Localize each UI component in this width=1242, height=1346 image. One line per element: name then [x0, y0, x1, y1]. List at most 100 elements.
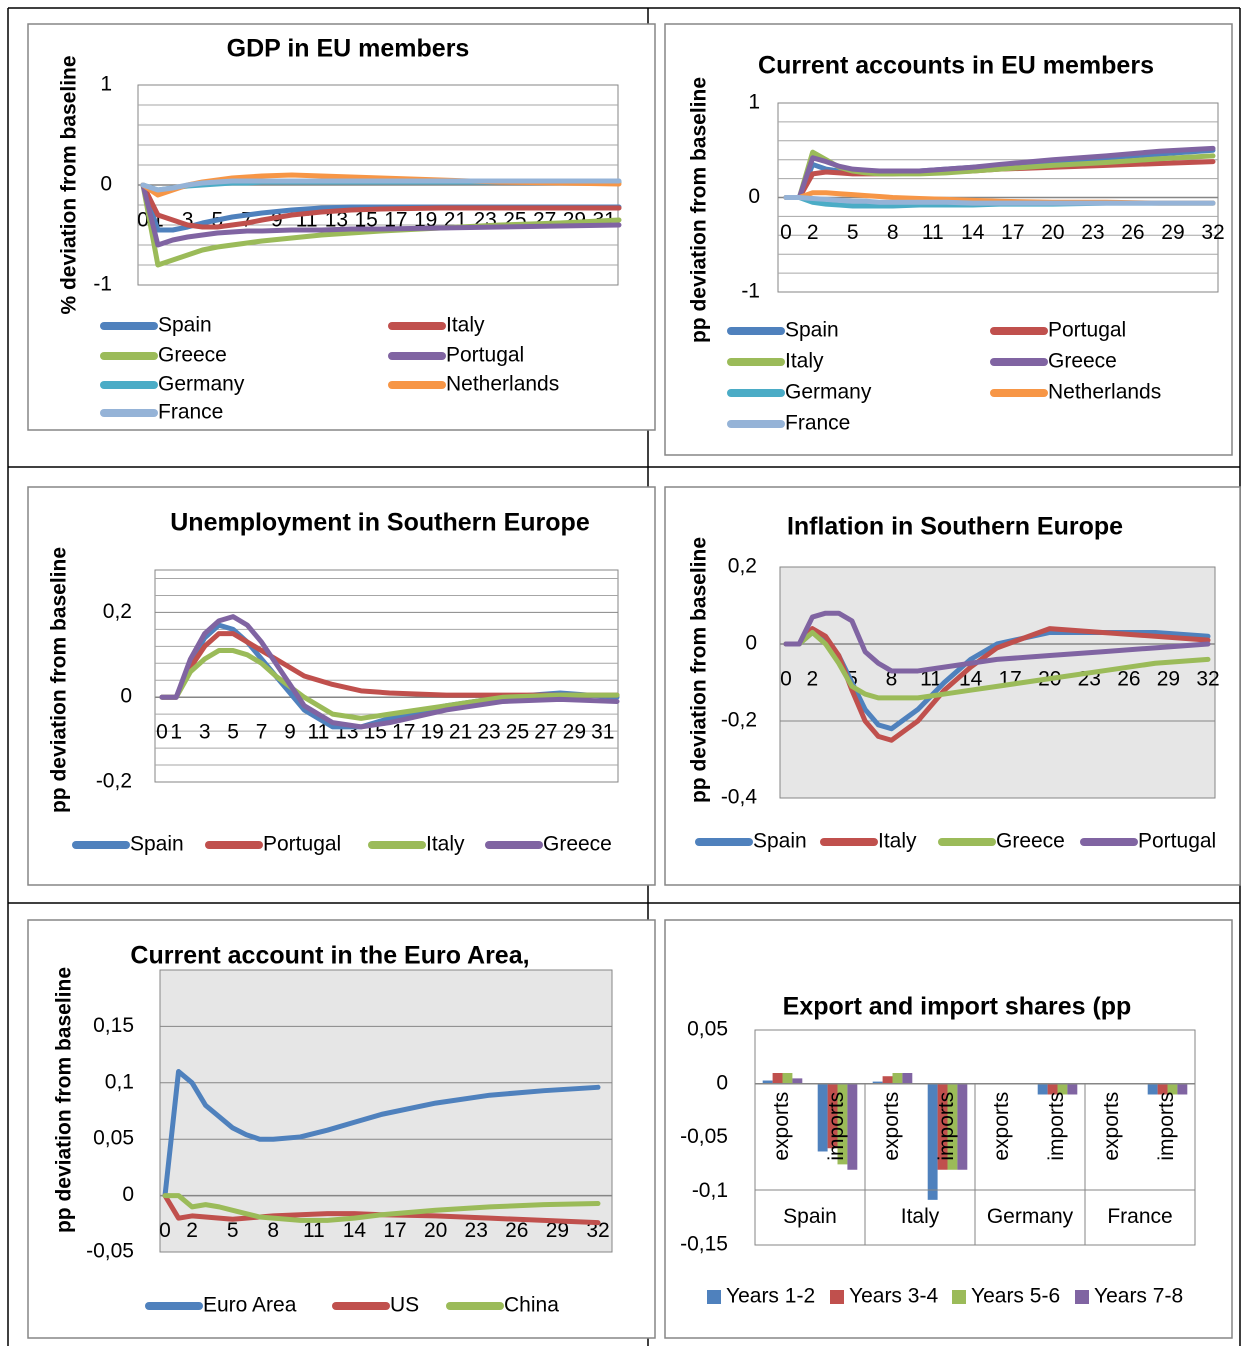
y-tick-label: -0,05: [86, 1240, 134, 1263]
chart-title: Export and import shares (pp: [783, 993, 1132, 1021]
bar: [782, 1073, 793, 1084]
bar: [847, 1083, 858, 1170]
bar: [902, 1073, 913, 1084]
series-line: [159, 648, 620, 721]
bar: [882, 1076, 893, 1084]
x-tick-label: exports: [880, 1092, 903, 1161]
y-tick-label: 0: [100, 173, 112, 196]
legend-label: Greece: [543, 833, 612, 856]
bar: [872, 1081, 883, 1084]
y-tick-label: -0,4: [721, 786, 758, 809]
y-tick-label: -0,15: [680, 1233, 728, 1256]
y-tick-label: 0,2: [103, 600, 132, 623]
legend-label: Euro Area: [203, 1294, 297, 1317]
legend-label: France: [785, 412, 850, 435]
x-tick-label: exports: [990, 1092, 1013, 1161]
x-tick-label: 21: [449, 721, 472, 744]
x-tick-label: 11: [303, 1219, 325, 1242]
bar: [957, 1083, 968, 1170]
y-tick-label: 0: [122, 1183, 134, 1206]
x-tick-label: 0: [780, 668, 792, 691]
series-line: [159, 614, 620, 730]
x-tick-label: imports: [1155, 1092, 1178, 1161]
x-tick-label: imports: [825, 1092, 848, 1161]
x-tick-label: 32: [1201, 221, 1224, 244]
x-tick-label: 17: [383, 1219, 406, 1242]
y-axis-label: pp deviation from baseline: [48, 547, 71, 813]
x-tick-label: 29: [1161, 221, 1184, 244]
legend-label: Germany: [785, 381, 872, 404]
legend-label: Netherlands: [1048, 381, 1161, 404]
x-tick-label: 20: [1041, 221, 1064, 244]
x-tick-label: 19: [420, 721, 443, 744]
x-tick-label: 15: [354, 209, 377, 232]
bar: [1177, 1083, 1188, 1095]
legend-label: China: [504, 1294, 559, 1317]
legend-swatch: [1075, 1290, 1089, 1304]
x-tick-label: 0: [780, 221, 792, 244]
x-tick-label: 7: [256, 721, 268, 744]
legend-label: Netherlands: [446, 373, 559, 396]
bar: [947, 1083, 958, 1170]
x-tick-label: 3: [182, 209, 194, 232]
bar: [762, 1080, 773, 1084]
series-line: [783, 195, 1216, 206]
x-tick-label: 2: [807, 221, 819, 244]
legend-label: Spain: [130, 833, 184, 856]
legend-swatch: [830, 1290, 844, 1304]
legend-label: Greece: [1048, 350, 1117, 373]
y-tick-label: -0,2: [721, 709, 757, 732]
x-tick-label: 31: [591, 721, 614, 744]
x-tick-label: 3: [199, 721, 211, 744]
chart-title: Current accounts in EU members: [758, 52, 1154, 80]
x-tick-label: 1: [170, 721, 182, 744]
legend-swatch: [707, 1290, 721, 1304]
x-tick-label: 17: [1001, 221, 1024, 244]
legend-label: Years 5-6: [971, 1285, 1060, 1308]
bar: [1067, 1083, 1078, 1095]
x-tick-label: 2: [186, 1219, 198, 1242]
legend-label: Years 3-4: [849, 1285, 938, 1308]
y-axis-label: pp deviation from baseline: [688, 77, 711, 343]
x-tick-label: 14: [961, 221, 985, 244]
x-tick-label: 9: [271, 209, 283, 232]
x-tick-label: 23: [477, 721, 500, 744]
y-tick-label: -0,05: [680, 1125, 728, 1148]
x-tick-label: 23: [1081, 221, 1104, 244]
y-tick-label: 0: [120, 685, 132, 708]
x-tick-label: 13: [325, 209, 348, 232]
x-tick-label: 7: [241, 209, 253, 232]
bar: [837, 1083, 848, 1165]
legend-label: Spain: [785, 319, 839, 342]
y-tick-label: -0,1: [692, 1179, 728, 1202]
legend-label: Spain: [753, 830, 807, 853]
x-tick-label: 23: [465, 1219, 488, 1242]
series-line: [140, 178, 622, 193]
y-tick-label: 0: [745, 632, 757, 655]
x-tick-label: 0: [156, 721, 168, 744]
series-line: [783, 145, 1216, 200]
x-tick-label: 1: [152, 209, 164, 232]
bar: [827, 1083, 838, 1149]
bar: [1047, 1083, 1058, 1095]
y-tick-label: 1: [100, 73, 112, 96]
x-tick-label: 26: [1121, 221, 1144, 244]
y-axis-label: % deviation from baseline: [58, 55, 81, 314]
x-tick-label: 26: [1117, 668, 1140, 691]
series-line: [783, 629, 1211, 701]
bar: [892, 1073, 903, 1084]
x-tick-label: 5: [227, 1219, 239, 1242]
chart-title: Current account in the Euro Area,: [130, 942, 529, 970]
legend-label: Portugal: [1048, 319, 1126, 342]
y-tick-label: -1: [741, 280, 760, 303]
legend-label: Spain: [158, 314, 212, 337]
x-tick-label: 2: [807, 668, 819, 691]
legend-label: US: [390, 1294, 419, 1317]
bar: [772, 1073, 783, 1084]
legend-label: Portugal: [446, 344, 524, 367]
x-tick-label: 5: [227, 721, 239, 744]
x-tick-label: 26: [505, 1219, 528, 1242]
series-line: [783, 626, 1211, 743]
bar: [1057, 1083, 1068, 1095]
